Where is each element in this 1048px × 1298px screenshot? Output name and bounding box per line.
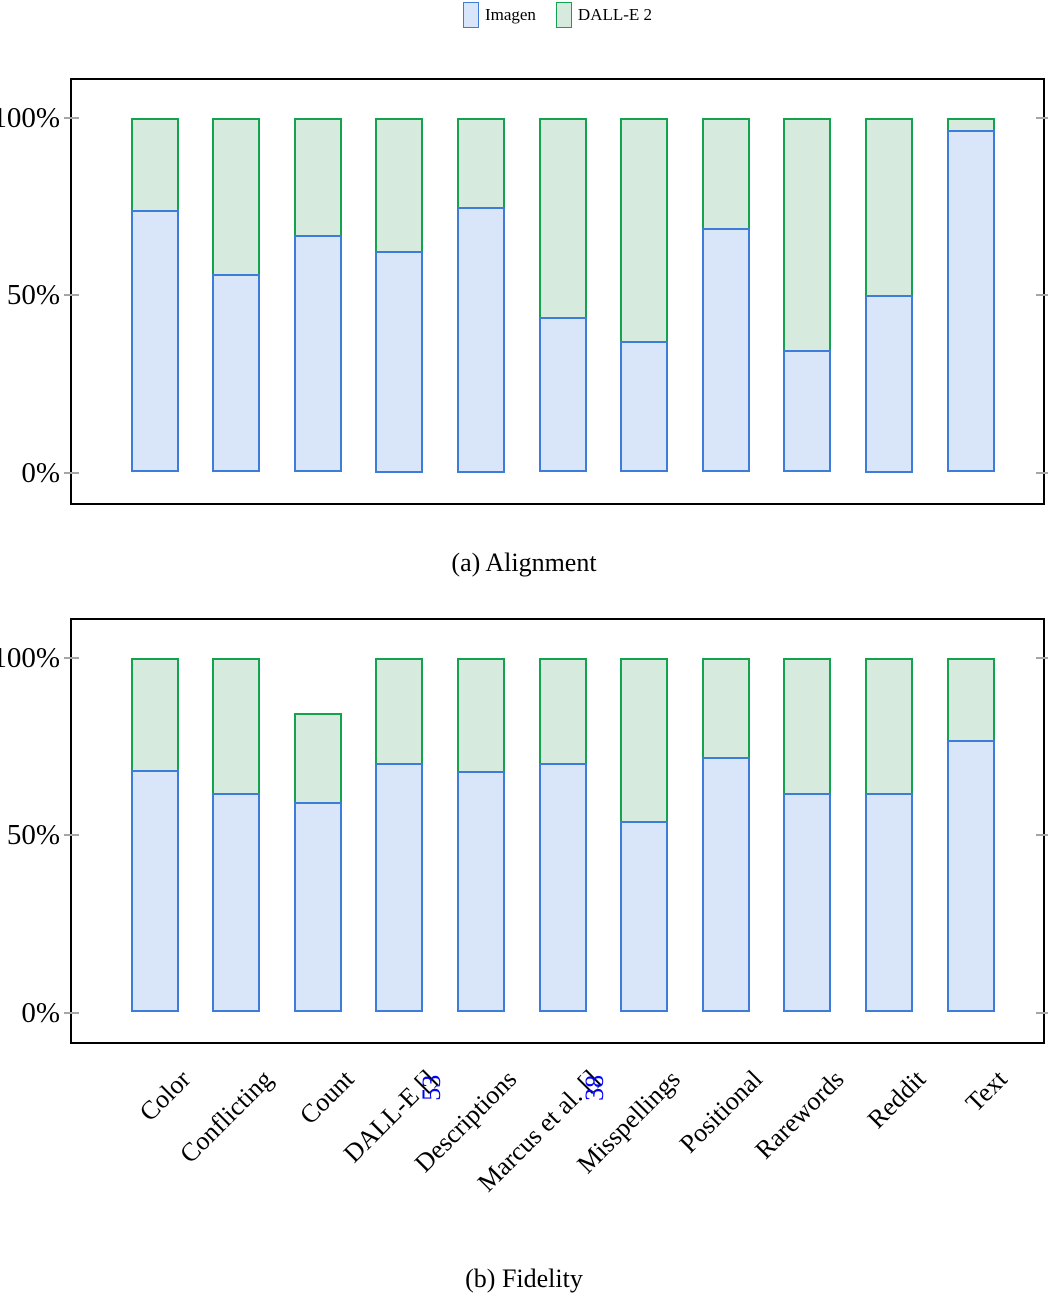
bar-color-imagen bbox=[130, 769, 179, 1013]
bar-dall-e-53-imagen bbox=[375, 250, 424, 473]
bar-positional-imagen bbox=[701, 757, 750, 1013]
legend: Imagen DALL-E 2 bbox=[70, 2, 1045, 28]
bar-count-dalle2 bbox=[293, 118, 342, 235]
imagen-swatch-icon bbox=[462, 2, 479, 28]
legend-label-imagen: Imagen bbox=[484, 5, 536, 24]
bar-descriptions-dalle2 bbox=[456, 118, 505, 207]
bar-conflicting-dalle2 bbox=[212, 118, 261, 274]
y-tick-right bbox=[1036, 834, 1048, 837]
bar-text-imagen bbox=[946, 130, 995, 473]
bar-marcus-et-al-38-dalle2 bbox=[538, 658, 587, 763]
bar-rarewords-dalle2 bbox=[783, 118, 832, 351]
x-axis-label-text: Text bbox=[959, 1064, 1013, 1118]
bar-marcus-et-al-38-imagen bbox=[538, 316, 587, 473]
y-axis-tick-label: 50% bbox=[6, 279, 60, 312]
bar-reddit-imagen bbox=[864, 792, 913, 1013]
bar-dall-e-53-dalle2 bbox=[375, 118, 424, 251]
bar-count-imagen bbox=[293, 801, 342, 1013]
bar-positional-dalle2 bbox=[701, 118, 750, 228]
y-tick-right bbox=[1036, 1011, 1048, 1014]
y-tick-right bbox=[1036, 471, 1048, 474]
bar-text-dalle2 bbox=[946, 118, 995, 131]
y-tick-right bbox=[1036, 117, 1048, 119]
bar-color-dalle2 bbox=[130, 118, 179, 211]
alignment-chart: 100% 50% 0% bbox=[0, 78, 1048, 505]
caption-fidelity: (b) Fidelity bbox=[465, 1264, 583, 1293]
bar-misspellings-imagen bbox=[620, 821, 669, 1013]
y-tick-left bbox=[64, 117, 79, 119]
bar-dall-e-53-imagen bbox=[375, 762, 424, 1013]
y-tick-left bbox=[64, 1011, 79, 1014]
bar-marcus-et-al-38-imagen bbox=[538, 762, 587, 1013]
bar-conflicting-imagen bbox=[212, 273, 261, 473]
y-axis-tick-label: 0% bbox=[21, 456, 60, 489]
y-tick-left bbox=[64, 471, 79, 474]
bar-count-imagen bbox=[293, 234, 342, 473]
y-axis-tick-label: 100% bbox=[0, 642, 60, 674]
bar-reddit-dalle2 bbox=[864, 118, 913, 296]
bar-positional-dalle2 bbox=[701, 658, 750, 758]
bar-rarewords-imagen bbox=[783, 350, 832, 473]
bar-reddit-dalle2 bbox=[864, 658, 913, 793]
y-axis-tick-label: 100% bbox=[0, 102, 60, 134]
dalle2-swatch-icon bbox=[555, 2, 572, 28]
y-axis-tick-label: 50% bbox=[6, 819, 60, 852]
bar-conflicting-imagen bbox=[212, 792, 261, 1013]
y-tick-right bbox=[1036, 657, 1048, 659]
bar-conflicting-dalle2 bbox=[212, 658, 261, 793]
bar-positional-imagen bbox=[701, 227, 750, 473]
bar-descriptions-dalle2 bbox=[456, 658, 505, 772]
bar-rarewords-imagen bbox=[783, 792, 832, 1013]
bar-color-dalle2 bbox=[130, 658, 179, 770]
legend-item-imagen: Imagen bbox=[462, 2, 536, 28]
legend-item-dalle2: DALL-E 2 bbox=[555, 2, 653, 28]
bar-descriptions-imagen bbox=[456, 206, 505, 473]
bar-text-imagen bbox=[946, 739, 995, 1013]
y-tick-left bbox=[64, 657, 79, 659]
bar-marcus-et-al-38-dalle2 bbox=[538, 118, 587, 317]
bar-misspellings-dalle2 bbox=[620, 118, 669, 342]
x-axis-label-text: Text bbox=[72, 1062, 1012, 1117]
y-tick-left bbox=[64, 294, 79, 297]
bar-text-dalle2 bbox=[946, 658, 995, 740]
bar-reddit-imagen bbox=[864, 295, 913, 473]
bar-count-dalle2 bbox=[293, 712, 342, 802]
bar-descriptions-imagen bbox=[456, 771, 505, 1013]
bar-misspellings-imagen bbox=[620, 341, 669, 473]
bar-dall-e-53-dalle2 bbox=[375, 658, 424, 763]
bar-color-imagen bbox=[130, 210, 179, 473]
y-axis-tick-label: 0% bbox=[21, 996, 60, 1029]
bar-rarewords-dalle2 bbox=[783, 658, 832, 793]
caption-alignment: (a) Alignment bbox=[451, 548, 597, 577]
y-tick-right bbox=[1036, 294, 1048, 297]
legend-label-dalle2: DALL-E 2 bbox=[577, 5, 653, 24]
bar-misspellings-dalle2 bbox=[620, 658, 669, 822]
y-tick-left bbox=[64, 834, 79, 837]
